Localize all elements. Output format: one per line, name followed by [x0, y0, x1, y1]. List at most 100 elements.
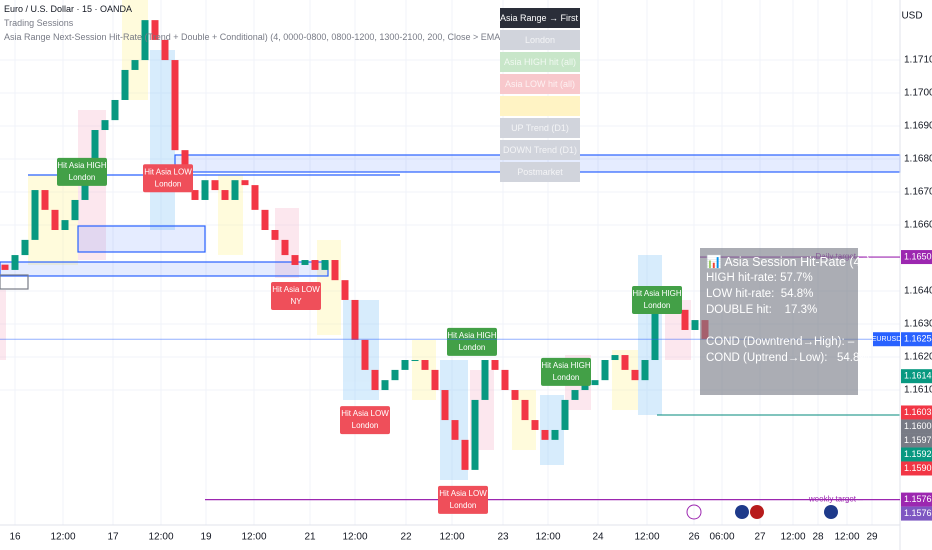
x-tick-label: 28	[812, 532, 824, 543]
candle-body	[141, 20, 149, 61]
y-tick-label: 1.16600	[904, 220, 932, 231]
candle-body	[341, 280, 349, 300]
y-tick-label: 1.16300	[904, 319, 932, 330]
price-tag: 1.15924	[904, 449, 932, 459]
candle-body	[51, 209, 59, 230]
table-row: Postmarket	[500, 162, 580, 182]
x-tick-label: 16	[9, 532, 21, 543]
stats-line: HIGH hit-rate: 57.7%	[706, 272, 813, 284]
candle-body	[121, 69, 129, 100]
candle-body	[441, 390, 449, 421]
x-tick-label: 12:00	[50, 532, 75, 543]
range-box	[0, 274, 29, 290]
hit-label: Hit Asia LOW	[439, 489, 487, 498]
price-tag: 1.15768	[904, 494, 932, 504]
price-tag-box	[901, 419, 932, 434]
hit-session: London	[69, 173, 96, 182]
hit-label: Hit Asia HIGH	[632, 289, 682, 298]
candle-body	[571, 390, 579, 400]
stats-line: COND (Downtrend→High): –	[706, 336, 855, 348]
x-tick-label: 22	[400, 532, 412, 543]
currency: USD	[901, 11, 922, 22]
hit-label: Hit Asia LOW	[341, 409, 389, 418]
hit-label: Hit Asia LOW	[144, 167, 192, 176]
y-tick-label: 1.17000	[904, 88, 932, 99]
candle-body	[301, 260, 309, 265]
candle-body	[331, 260, 339, 281]
stats-line: DOUBLE hit: 17.3%	[706, 304, 818, 316]
hit-label-box	[143, 164, 193, 193]
price-tag-box	[901, 461, 932, 476]
hit-session: London	[155, 179, 182, 188]
x-tick-label: 12:00	[241, 532, 266, 543]
candle-body	[481, 360, 489, 400]
candle-body	[551, 429, 559, 440]
x-tick-label: 12:00	[634, 532, 659, 543]
x-tick-label: 12:00	[148, 532, 173, 543]
hit-session: London	[644, 301, 671, 310]
candle-body	[471, 399, 479, 470]
table-row: DOWN Trend (D1)	[500, 140, 580, 160]
hit-label-box	[632, 285, 682, 314]
hit-label-box	[438, 485, 488, 514]
candle-body	[291, 255, 299, 265]
candle-body	[371, 369, 379, 391]
stats-line: COND (Uptrend→Low): 54.8%	[706, 352, 870, 364]
candle-body	[111, 99, 119, 121]
hit-session: London	[553, 373, 580, 382]
candle-body	[151, 20, 159, 40]
x-tick-label: 26	[688, 532, 700, 543]
hit-session: NY	[290, 297, 302, 306]
candle-body	[431, 369, 439, 391]
price-tag: 1.15979	[904, 435, 932, 445]
stats-title: 📊 Asia Session Hit-Rate (4y)	[706, 255, 871, 269]
hit-session: London	[352, 421, 379, 430]
hit-label: Hit Asia LOW	[272, 285, 320, 294]
candle-body	[221, 190, 229, 200]
candle-body	[491, 360, 499, 370]
x-tick-label: 29	[866, 532, 878, 543]
candle-body	[421, 360, 429, 370]
candle-body	[401, 360, 409, 370]
price-tag-box	[901, 447, 932, 462]
ny-session	[150, 50, 175, 230]
candle-body	[261, 209, 269, 230]
candle-body	[461, 439, 469, 470]
table-row	[500, 96, 580, 116]
symbol-tag-box	[873, 332, 900, 347]
x-tick-label: 19	[200, 532, 212, 543]
candle-body	[641, 360, 649, 381]
candle-body	[391, 369, 399, 381]
candle-body	[91, 130, 99, 170]
hit-label: Hit Asia HIGH	[541, 361, 591, 370]
y-tick-label: 1.16200	[904, 352, 932, 363]
price-tag-box	[901, 369, 932, 384]
price-tag-box	[901, 492, 932, 507]
hit-label-box	[271, 281, 321, 310]
hit-label-box	[447, 327, 497, 356]
candle-body	[411, 360, 419, 362]
stats-line: LOW hit-rate: 54.8%	[706, 288, 814, 300]
indicator-name: Trading Sessions	[4, 18, 74, 28]
event-icon	[735, 505, 749, 519]
price-tag: 1.16032	[904, 407, 932, 417]
candle-body	[41, 190, 49, 210]
candle-body	[281, 239, 289, 256]
candle-body	[211, 180, 219, 191]
candle-body	[681, 309, 689, 330]
price-tag-box	[901, 332, 932, 347]
london-session	[0, 290, 6, 360]
x-tick-label: 12:00	[439, 532, 464, 543]
target-label: weekly target	[808, 495, 857, 504]
x-tick-label: 23	[497, 532, 509, 543]
candle-body	[651, 299, 659, 361]
candle-body	[631, 369, 639, 381]
candle-body	[201, 180, 209, 200]
table-row: Asia LOW hit (all)	[500, 74, 580, 94]
candle-body	[501, 369, 509, 391]
price-tag: 1.16142	[904, 371, 932, 381]
hit-label-box	[340, 406, 390, 435]
price-tag: 1.15763	[904, 508, 932, 518]
candle-body	[541, 429, 549, 440]
candle-body	[581, 385, 589, 391]
